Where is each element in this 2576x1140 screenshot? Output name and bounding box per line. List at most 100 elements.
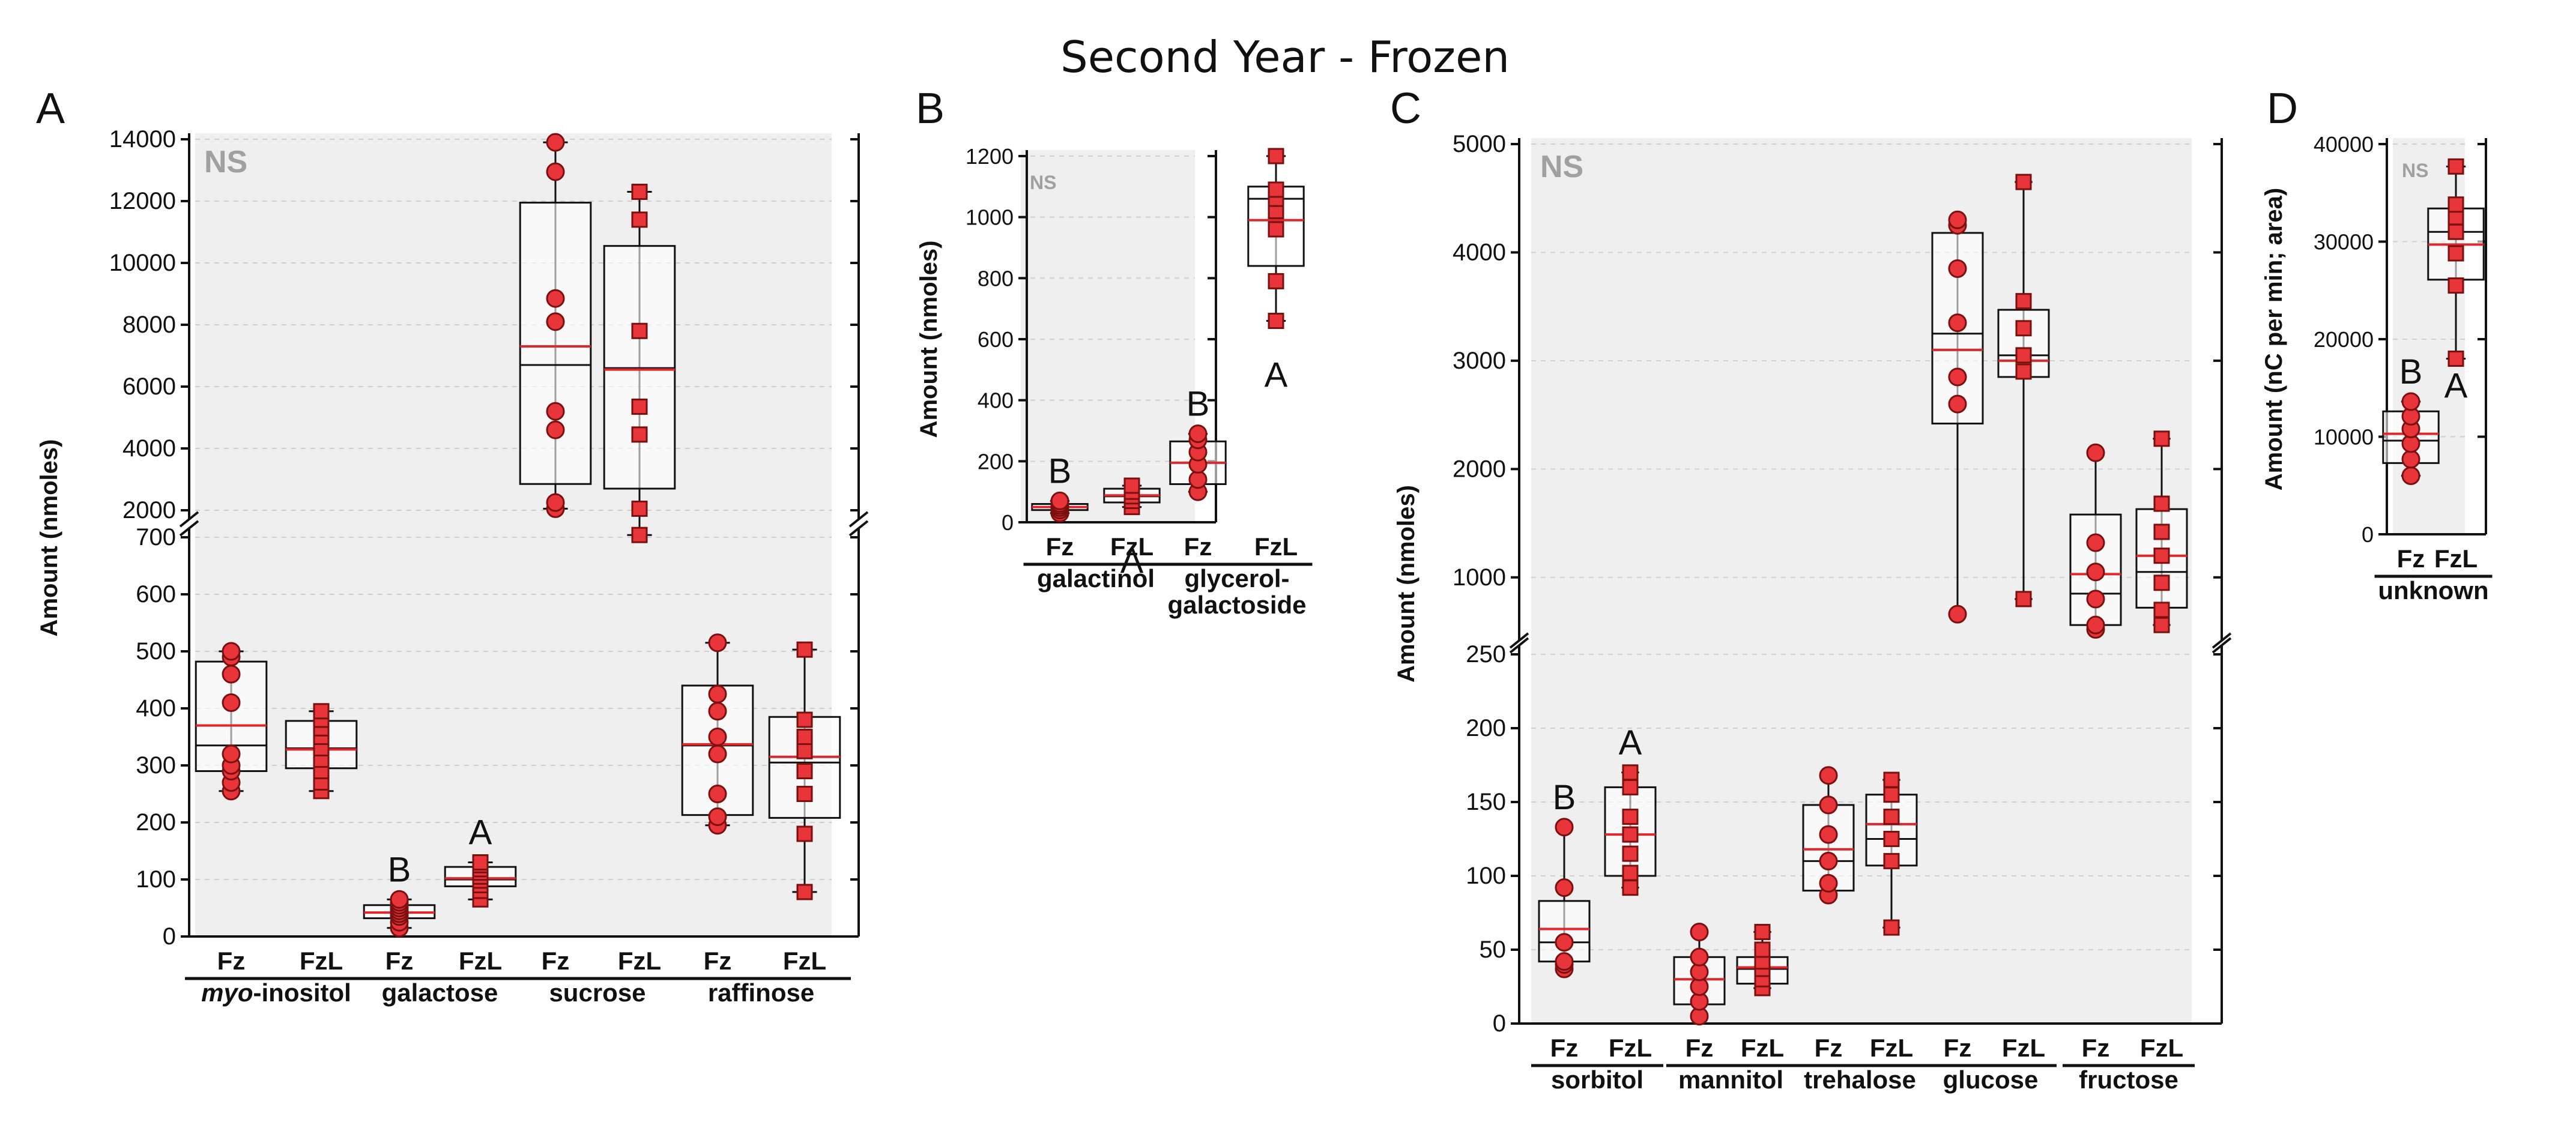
data-point — [796, 884, 813, 900]
data-point — [222, 693, 241, 712]
data-point — [2153, 547, 2170, 564]
x-category-label: FzL — [1110, 532, 1153, 561]
ns-label: NS — [2402, 160, 2428, 181]
data-point — [1883, 771, 1900, 788]
panel-letter: D — [2267, 85, 2298, 133]
y-tick-label: 600 — [136, 581, 176, 608]
x-group-label: glucose — [1943, 1066, 2039, 1094]
y-tick-label: 30000 — [2314, 230, 2374, 255]
x-category-label: FzL — [618, 947, 661, 975]
y-tick-label: 1200 — [966, 144, 1014, 169]
data-point — [1050, 491, 1069, 510]
data-point — [222, 665, 241, 684]
data-point — [796, 711, 813, 728]
data-point — [1883, 831, 1900, 847]
box-trehalose-Fz — [1802, 766, 1855, 905]
panel-d: D 0 10000 20000 30000 40000 Amount (nC per min… — [2261, 85, 2493, 605]
data-point — [1948, 367, 1967, 387]
y-tick-label: 250 — [1466, 641, 1506, 668]
data-point — [1268, 313, 1284, 329]
y-tick-label: 0 — [1493, 1010, 1506, 1037]
data-point — [631, 322, 648, 339]
data-point — [796, 641, 813, 658]
data-point — [796, 729, 813, 745]
x-group-label: galactose — [382, 979, 498, 1007]
data-point — [2153, 617, 2170, 633]
box-trehalose-FzL — [1865, 771, 1918, 936]
x-category-label: Fz — [1686, 1034, 1714, 1062]
data-point — [2015, 347, 2032, 364]
y-tick-label: 3000 — [1453, 348, 1506, 374]
data-point — [546, 312, 565, 331]
data-point — [1555, 933, 1574, 952]
data-point — [1268, 221, 1284, 238]
x-group-label: raffinose — [708, 979, 814, 1007]
axis-break-mark — [1509, 637, 1529, 654]
x-group-label: unknown — [2378, 576, 2488, 605]
box-mannitol-FzL — [1736, 923, 1789, 997]
data-point — [2015, 293, 2032, 310]
plot-background — [195, 133, 832, 936]
x-category-label: Fz — [1046, 532, 1074, 561]
data-point — [1268, 273, 1284, 289]
panel-letter: A — [36, 85, 65, 133]
box-unknown-FzL — [2427, 158, 2485, 367]
y-tick-label: 500 — [136, 638, 176, 665]
x-group-label: sucrose — [549, 979, 646, 1007]
x-group-label-line2: galactoside — [1167, 591, 1306, 619]
data-point — [796, 825, 813, 842]
panel-letter: B — [916, 85, 945, 133]
box-iqr — [519, 202, 592, 485]
y-axis-label: Amount (nC per min; area) — [2261, 188, 2287, 490]
significance-letter: B — [388, 850, 411, 889]
data-point — [546, 420, 565, 439]
significance-letter: A — [1120, 542, 1144, 581]
data-point — [2448, 158, 2464, 175]
axis-break-mark — [848, 520, 869, 537]
box-glycerol-galactoside-FzL — [1247, 148, 1305, 329]
x-category-label: FzL — [2140, 1034, 2183, 1062]
x-category-label: Fz — [1815, 1034, 1843, 1062]
data-point — [2086, 443, 2105, 462]
data-point — [1555, 952, 1574, 971]
y-tick-label: 400 — [136, 695, 176, 722]
y-axis-label: Amount (nmoles) — [1393, 485, 1420, 683]
y-tick-label: 100 — [136, 866, 176, 893]
y-tick-label: 12000 — [109, 188, 176, 214]
x-category-label: Fz — [1550, 1034, 1579, 1062]
y-tick-label: 8000 — [122, 312, 176, 338]
data-point — [2086, 533, 2105, 552]
x-group-label: sorbitol — [1551, 1066, 1643, 1094]
data-point — [2448, 351, 2464, 367]
x-category-label: Fz — [2397, 544, 2425, 573]
plot-background — [1021, 150, 1195, 522]
data-point — [1622, 779, 1639, 795]
x-category-label: FzL — [1741, 1034, 1784, 1062]
x-group-label-rest: -inositol — [253, 979, 351, 1007]
y-tick-label: 150 — [1466, 789, 1506, 815]
x-category-label: FzL — [300, 947, 343, 975]
data-point — [1883, 809, 1900, 825]
data-point — [1948, 313, 1967, 333]
data-point — [546, 289, 565, 308]
y-tick-label: 50 — [1480, 936, 1507, 963]
panel-letter: C — [1390, 85, 1421, 133]
y-tick-label: 40000 — [2314, 132, 2374, 157]
data-point — [2401, 392, 2420, 411]
x-group-label: myo-inositol — [201, 979, 351, 1007]
box-galactose-FzL — [444, 854, 517, 908]
data-point — [1819, 825, 1838, 844]
axis-break-mark — [1509, 632, 1529, 649]
ns-label: NS — [204, 145, 247, 179]
data-point — [708, 633, 727, 653]
y-tick-label: 700 — [136, 524, 176, 550]
y-tick-label: 4000 — [1453, 239, 1506, 265]
data-point — [2153, 495, 2170, 512]
data-point — [1690, 947, 1709, 967]
data-point — [631, 500, 648, 517]
x-group-label: mannitol — [1678, 1066, 1783, 1094]
box-glycerol-galactoside-Fz — [1169, 424, 1227, 501]
data-point — [1555, 878, 1574, 897]
significance-letter: B — [1553, 778, 1576, 817]
